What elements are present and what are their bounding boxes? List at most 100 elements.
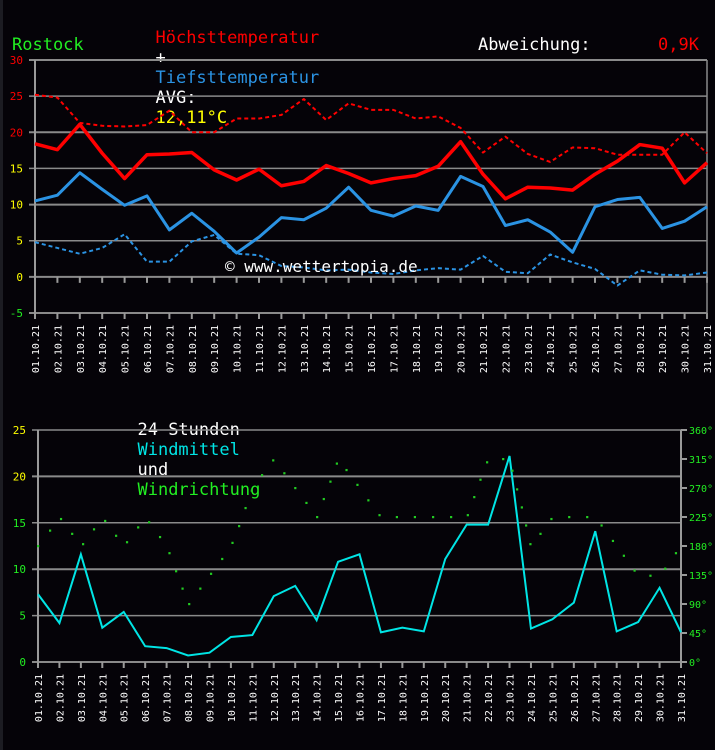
- title-max-label: Höchsttemperatur: [155, 28, 320, 48]
- wind-direction-dot: [356, 483, 359, 486]
- wind-direction-dot: [260, 474, 264, 477]
- x-axis-label: 11.10.21: [248, 674, 259, 722]
- watermark: © www.wettertopia.de: [225, 257, 418, 276]
- y-axis-label: 25: [13, 424, 26, 437]
- temperature-line: [34, 171, 708, 255]
- wind-direction-dot: [466, 514, 469, 517]
- wind-direction-dot: [244, 506, 247, 510]
- wind-title-windmittel: Windmittel: [137, 440, 240, 460]
- wind-direction-dot: [283, 472, 286, 475]
- x-axis-label: 06.10.21: [141, 674, 152, 722]
- y-axis-label: 10: [13, 563, 26, 576]
- title-min-label: Tiefsttemperatur: [155, 68, 320, 88]
- y-axis-label: 10: [10, 199, 23, 212]
- x-axis-label: 26.10.21: [591, 325, 602, 373]
- wind-direction-dot: [586, 516, 589, 519]
- x-axis-label: 26.10.21: [570, 674, 581, 722]
- location-label: Rostock: [12, 35, 84, 55]
- y-axis-label: 30: [10, 54, 23, 67]
- y-axis-label: 0: [19, 656, 26, 669]
- wind-direction-dot: [231, 541, 234, 544]
- x-axis-label: 06.10.21: [143, 325, 154, 373]
- x-axis-label: 16.10.21: [367, 325, 378, 373]
- wind-direction-dot: [335, 462, 338, 465]
- wind-direction-dot: [450, 516, 453, 519]
- wind-direction-dot: [82, 543, 85, 546]
- x-axis-label: 10.10.21: [233, 325, 244, 373]
- wind-direction-dot: [305, 501, 308, 505]
- x-axis-label: 15.10.21: [334, 674, 345, 722]
- wind-direction-dot: [148, 521, 151, 524]
- wind-direction-dot: [611, 539, 615, 543]
- wind-direction-dot: [272, 459, 275, 462]
- x-axis-label: 28.10.21: [613, 674, 624, 722]
- y2-axis-label: 270°: [689, 484, 713, 495]
- wind-direction-dot: [316, 516, 319, 519]
- x-axis-label: 19.10.21: [420, 674, 431, 722]
- x-axis-label: 03.10.21: [77, 674, 88, 722]
- y2-axis-label: 90°: [689, 600, 707, 611]
- wind-direction-dot: [175, 570, 178, 573]
- wind-direction-dot: [137, 526, 140, 529]
- wind-direction-dot: [115, 534, 118, 537]
- y-axis-label: 15: [13, 517, 26, 530]
- x-axis-label: 07.10.21: [163, 674, 174, 722]
- y-axis-label: 5: [16, 235, 23, 248]
- y-axis-label: 20: [13, 470, 26, 483]
- wind-direction-dot: [600, 524, 603, 527]
- wind-direction-dot: [502, 458, 505, 461]
- x-axis-label: 10.10.21: [227, 674, 238, 722]
- x-axis-label: 30.10.21: [681, 325, 692, 373]
- x-axis-label: 09.10.21: [210, 325, 221, 373]
- wind-direction-dot: [664, 567, 667, 570]
- x-axis-label: 13.10.21: [300, 325, 311, 373]
- x-axis-label: 11.10.21: [255, 325, 266, 373]
- x-axis-label: 17.10.21: [377, 674, 388, 722]
- x-axis-label: 13.10.21: [291, 674, 302, 722]
- x-axis-label: 15.10.21: [345, 325, 356, 373]
- x-axis-label: 12.10.21: [277, 325, 288, 373]
- wind-direction-dot: [71, 532, 74, 535]
- wind-direction-dot: [199, 587, 202, 590]
- wind-direction-dot: [633, 569, 636, 572]
- wind-direction-dot: [221, 557, 224, 561]
- x-axis-label: 02.10.21: [55, 674, 66, 722]
- wind-direction-dot: [59, 517, 63, 521]
- avg-value: 12,11°C: [155, 108, 228, 128]
- wind-direction-dot: [511, 469, 514, 472]
- wind-direction-dot: [158, 535, 162, 539]
- wind-direction-dot: [49, 529, 52, 532]
- wind-title-windrichtung: Windrichtung: [137, 480, 261, 500]
- wind-direction-dot: [329, 480, 332, 483]
- wind-direction-dot: [345, 468, 348, 472]
- wind-direction-dot: [378, 514, 381, 517]
- wind-direction-dot: [413, 516, 416, 519]
- wind-direction-dot: [432, 516, 435, 519]
- wind-direction-dot: [125, 541, 129, 544]
- x-axis-label: 22.10.21: [501, 325, 512, 373]
- x-axis-label: 27.10.21: [613, 325, 624, 373]
- x-axis-label: 14.10.21: [313, 674, 324, 722]
- wind-direction-dot: [209, 572, 213, 575]
- title-plus: +: [155, 48, 166, 68]
- wind-direction-dot: [486, 461, 489, 464]
- y2-axis-label: 180°: [689, 542, 713, 553]
- x-axis-label: 28.10.21: [636, 325, 647, 373]
- x-axis-label: 09.10.21: [205, 674, 216, 722]
- wind-direction-dot: [294, 487, 297, 490]
- x-axis-label: 01.10.21: [34, 674, 45, 722]
- x-axis-label: 24.10.21: [527, 674, 538, 722]
- x-axis-label: 31.10.21: [677, 674, 688, 722]
- wind-direction-dot: [529, 543, 532, 546]
- wind-direction-dot: [250, 489, 253, 492]
- y-axis-label: 0: [16, 271, 23, 284]
- x-axis-label: 01.10.21: [31, 325, 42, 373]
- wind-direction-dot: [168, 552, 171, 555]
- x-axis-label: 19.10.21: [434, 325, 445, 373]
- x-axis-label: 08.10.21: [188, 325, 199, 373]
- wind-direction-dot: [550, 517, 553, 521]
- x-axis-label: 12.10.21: [270, 674, 281, 722]
- wind-direction-dot: [674, 552, 678, 555]
- y2-axis-label: 225°: [689, 513, 713, 524]
- wind-title-und: und: [137, 460, 169, 480]
